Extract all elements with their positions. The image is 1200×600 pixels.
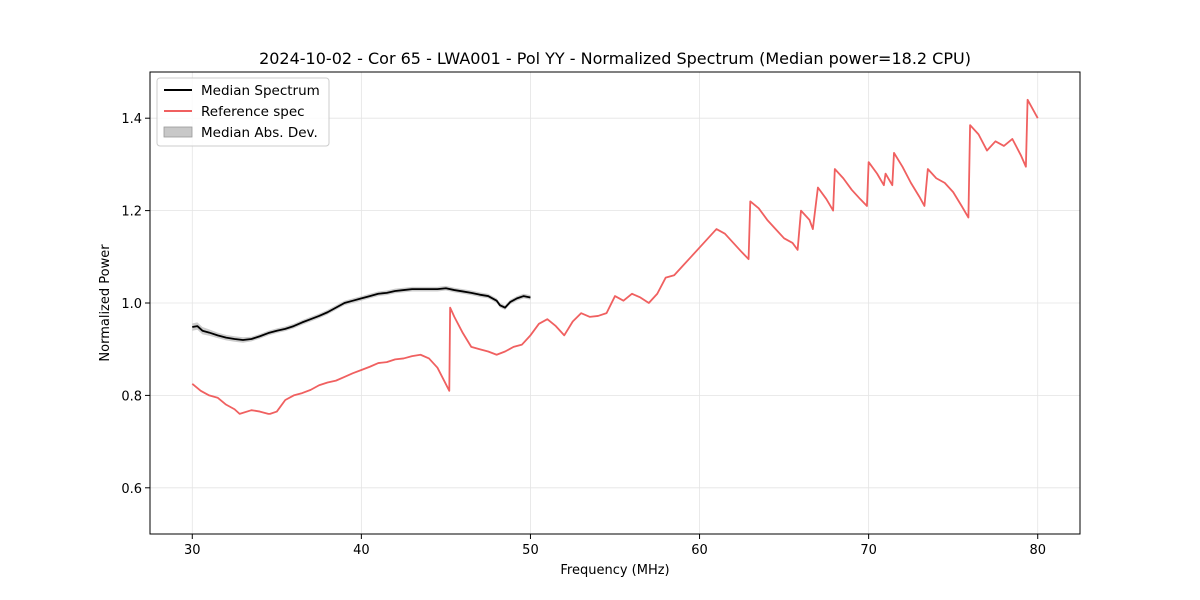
x-tick-label: 60 [691, 543, 708, 558]
legend-swatch-mad [163, 126, 193, 138]
y-tick-label: 1.0 [121, 297, 142, 312]
grid [150, 72, 1080, 534]
series-layer [191, 98, 1039, 415]
x-tick-label: 30 [184, 543, 201, 558]
x-tick-label: 70 [860, 543, 877, 558]
mad-band [192, 285, 531, 343]
y-tick-label: 1.2 [121, 205, 142, 220]
x-tick-label: 50 [522, 543, 539, 558]
chart-title: 2024-10-02 - Cor 65 - LWA001 - Pol YY - … [259, 49, 971, 68]
median-spectrum-line [192, 287, 531, 341]
y-tick-label: 1.4 [121, 112, 142, 127]
y-axis-label: Normalized Power [98, 244, 113, 362]
legend-label-median: Median Spectrum [201, 83, 320, 99]
y-tick-label: 0.8 [121, 389, 142, 404]
legend-label-reference: Reference spec [201, 104, 305, 120]
x-tick-label: 80 [1029, 543, 1046, 558]
legend-label-mad: Median Abs. Dev. [201, 125, 318, 141]
legend-frame [156, 77, 330, 147]
y-tick-label: 0.6 [121, 482, 142, 497]
x-tick-label: 40 [353, 543, 370, 558]
legend: Median Spectrum Reference spec Median Ab… [156, 77, 330, 147]
reference-spec-line [191, 98, 1039, 415]
axis-ticks: 30 40 50 60 70 80 0.6 0.8 1.0 1.2 1.4 [121, 112, 1046, 558]
x-axis-label: Frequency (MHz) [560, 563, 669, 578]
